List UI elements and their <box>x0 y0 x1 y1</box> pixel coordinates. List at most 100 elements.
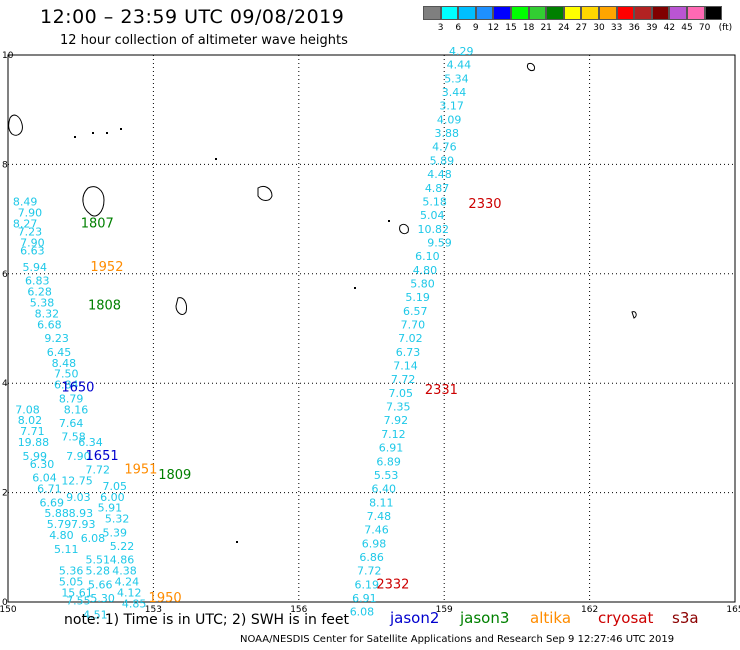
swh-value: 5.30 <box>90 592 115 605</box>
swh-value: 5.66 <box>88 578 113 591</box>
swh-value: 6.91 <box>379 442 404 455</box>
swh-value: 7.55 <box>66 595 91 608</box>
legend-swatches <box>423 6 723 20</box>
swh-value: 5.04 <box>420 209 445 222</box>
island-outline <box>631 311 637 319</box>
legend-swatch <box>634 6 652 20</box>
swh-value: 5.51 <box>86 554 111 567</box>
legend-level: 24 <box>558 23 570 33</box>
legend-level: 15 <box>505 23 517 33</box>
swh-value: 6.63 <box>20 245 45 258</box>
legend-level: 21 <box>540 23 552 33</box>
island-dot <box>236 541 238 543</box>
lon-tick-label: 159 <box>436 605 453 615</box>
swh-value: 6.04 <box>32 472 57 485</box>
swh-value: 7.71 <box>20 425 45 438</box>
swh-value: 6.30 <box>30 458 54 471</box>
island-dot <box>74 136 76 138</box>
swh-value: 8.02 <box>18 414 43 427</box>
legend-level: 9 <box>472 23 479 33</box>
pass-time-label: 1952 <box>90 260 123 275</box>
swh-value: 6.40 <box>372 483 397 496</box>
swh-value: 4.38 <box>112 565 137 578</box>
credit-line: NOAA/NESDIS Center for Satellite Applica… <box>240 634 675 645</box>
legend-level: 6 <box>455 23 462 33</box>
swh-value: 6.73 <box>396 346 421 359</box>
swh-value: 6.71 <box>37 483 62 496</box>
swh-value: 8.16 <box>64 403 88 416</box>
satellite-label: s3a <box>672 609 699 627</box>
swh-value: 4.76 <box>432 141 457 154</box>
lon-tick-label: 156 <box>290 605 307 615</box>
legend-level: 18 <box>522 23 535 33</box>
legend-level: 12 <box>487 23 500 33</box>
swh-value: 5.32 <box>105 513 130 526</box>
swh-value: 4.09 <box>437 113 462 126</box>
page-subtitle: 12 hour collection of altimeter wave hei… <box>60 33 348 48</box>
legend-swatch <box>423 6 441 20</box>
footnote: note: 1) Time is in UTC; 2) SWH is in fe… <box>64 612 350 628</box>
lat-tick-label: 6 <box>2 270 8 280</box>
legend-swatch <box>598 6 617 20</box>
island-dot <box>106 132 108 134</box>
swh-value: 4.24 <box>115 576 140 589</box>
legend-level: 33 <box>610 23 623 33</box>
swh-value: 4.29 <box>449 45 474 58</box>
satellite-label: jason2 <box>390 609 440 627</box>
legend-swatch <box>475 6 494 20</box>
swh-value: 5.79 <box>47 518 71 531</box>
swh-value: 6.69 <box>40 496 65 509</box>
swh-value: 7.05 <box>103 480 128 493</box>
swh-value: 4.44 <box>447 59 472 72</box>
legend-swatch <box>510 6 529 20</box>
legend-swatch <box>528 6 547 20</box>
swh-value: 8.32 <box>35 308 60 321</box>
island-outline <box>257 185 273 201</box>
lat-tick-label: 10 <box>2 51 14 61</box>
swh-value: 19.88 <box>18 436 50 449</box>
lat-tick-label: 4 <box>2 379 8 389</box>
swh-value: 6.86 <box>359 551 384 564</box>
legend-swatch <box>669 6 687 20</box>
swh-value: 12.75 <box>61 474 93 487</box>
lon-tick-label: 153 <box>145 605 162 615</box>
swh-value: 7.90 <box>18 206 43 219</box>
swh-value: 3.88 <box>435 127 460 140</box>
swh-value: 5.19 <box>405 291 430 304</box>
pass-time-label: 2332 <box>376 577 409 592</box>
swh-value: 5.94 <box>23 261 48 274</box>
legend-labels: 3 6 9 12 15 18 21 24 27 30 33 36 39 42 45 70 (ft) <box>423 23 732 35</box>
swh-value: 8.49 <box>13 195 37 208</box>
swh-value: 7.46 <box>364 524 389 537</box>
swh-value: 6.28 <box>27 286 51 299</box>
swh-value: 6.89 <box>376 455 401 468</box>
swh-value: 5.36 <box>59 565 84 578</box>
swh-value: 7.90 <box>66 450 91 463</box>
legend-level: 42 <box>663 23 676 33</box>
swh-value: 5.18 <box>422 195 447 208</box>
swh-value: 6.08 <box>81 532 106 545</box>
legend-level: 3 <box>437 23 444 33</box>
island-dot <box>120 128 122 130</box>
legend-swatch <box>493 6 511 20</box>
swh-value: 8.48 <box>52 357 76 370</box>
island-dot <box>92 132 94 134</box>
map-frame <box>7 54 736 603</box>
swh-value: 5.28 <box>86 565 111 578</box>
swh-value: 7.64 <box>59 417 84 430</box>
legend-swatch <box>651 6 670 20</box>
satellite-label: cryosat <box>598 609 654 627</box>
swh-value: 4.51 <box>83 608 108 621</box>
island-outline <box>399 223 409 235</box>
legend-level: 27 <box>575 23 588 33</box>
swh-value: 5.88 <box>44 507 69 520</box>
swh-value: 7.90 <box>20 236 45 249</box>
pass-time-label: 2331 <box>425 383 458 398</box>
swh-value: 7.05 <box>388 387 413 400</box>
pass-time-label: 1951 <box>124 462 157 477</box>
swh-value: 4.80 <box>413 264 438 277</box>
island-outline <box>175 297 187 315</box>
swh-value: 6.34 <box>78 436 103 449</box>
legend-level: 70 <box>698 23 711 33</box>
